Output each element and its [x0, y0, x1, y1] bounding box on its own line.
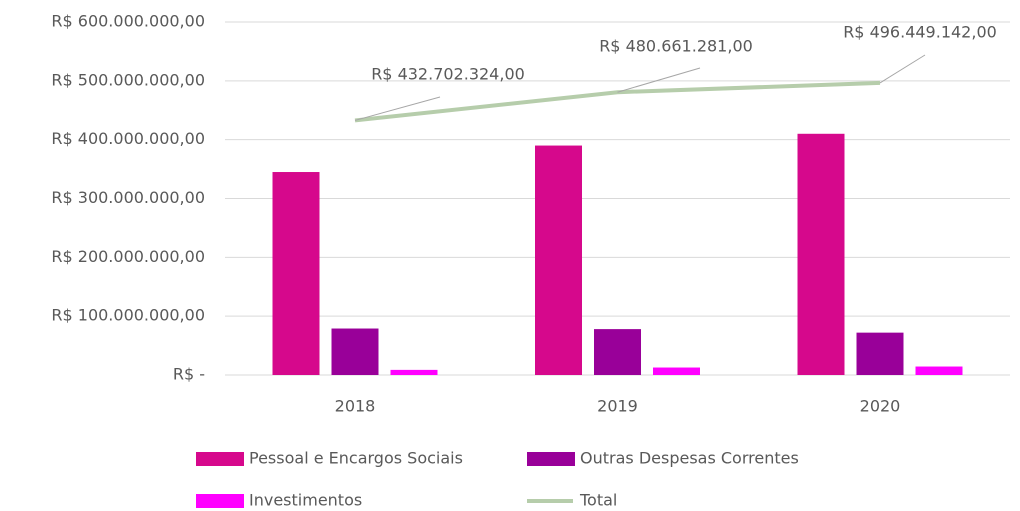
legend-swatch [527, 452, 575, 466]
leader-line [879, 54, 926, 84]
line-series [354, 80, 881, 123]
y-tick-label: R$ 200.000.000,00 [51, 247, 205, 266]
legend-label: Total [579, 491, 617, 510]
bar [272, 172, 320, 375]
legend-label: Pessoal e Encargos Sociais [249, 449, 463, 468]
legend-label: Investimentos [249, 491, 362, 510]
x-tick-label: 2018 [335, 397, 376, 416]
leader-line [354, 96, 441, 121]
y-tick-label: R$ 600.000.000,00 [51, 12, 205, 31]
data-label: R$ 432.702.324,00 [371, 65, 525, 84]
y-tick-label: R$ 100.000.000,00 [51, 306, 205, 325]
bar [856, 332, 904, 375]
bar [797, 133, 845, 375]
x-tick-label: 2020 [860, 397, 901, 416]
y-tick-label: R$ 500.000.000,00 [51, 70, 205, 89]
legend-swatch [196, 494, 244, 508]
x-tick-label: 2019 [597, 397, 638, 416]
bar [535, 145, 582, 375]
bar [653, 367, 700, 375]
y-tick-label: R$ - [173, 365, 205, 384]
data-label: R$ 480.661.281,00 [599, 37, 753, 56]
bar [594, 329, 641, 375]
bar [331, 328, 379, 375]
legend-swatch [196, 452, 244, 466]
bar [390, 369, 438, 375]
legend-label: Outras Despesas Correntes [580, 449, 799, 468]
y-tick-label: R$ 400.000.000,00 [51, 129, 205, 148]
leader-line [617, 67, 701, 93]
bar [915, 366, 963, 375]
y-tick-label: R$ 300.000.000,00 [51, 188, 205, 207]
data-label: R$ 496.449.142,00 [843, 23, 997, 42]
